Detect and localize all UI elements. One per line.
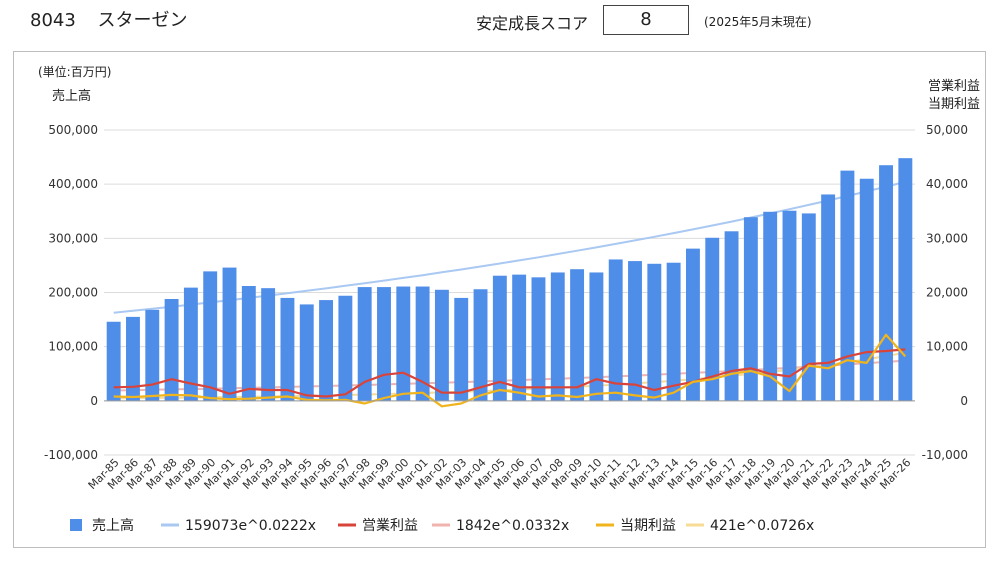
legend-label: 421e^0.0726x <box>710 518 814 534</box>
legend-label: 1842e^0.0332x <box>456 518 569 534</box>
unit-label: (単位:百万円) <box>38 64 111 79</box>
bar-sales <box>454 297 469 401</box>
bar-sales <box>782 210 797 401</box>
legend: 売上高 159073e^0.0222x 営業利益 1842e^0.0332x 当期利益 4… <box>70 517 814 534</box>
lines <box>113 333 907 408</box>
bar-sales <box>357 287 372 401</box>
bar-sales <box>531 277 546 401</box>
bar-sales <box>319 300 334 401</box>
left-tick-label: 300,000 <box>48 231 98 245</box>
company-header: 8043 スターゼン <box>30 6 188 32</box>
left-tick-label: 400,000 <box>48 177 98 191</box>
right-tick-label: 40,000 <box>926 177 968 191</box>
stock-code: 8043 <box>30 10 76 31</box>
right-tick-label: 30,000 <box>926 231 968 245</box>
legend-swatch <box>70 519 82 531</box>
bar-sales <box>299 304 314 401</box>
left-axis-title: 売上高 <box>52 88 91 104</box>
score-date-note: (2025年5月末現在) <box>704 15 812 29</box>
right-tick-label: 20,000 <box>926 286 968 300</box>
bar-sales <box>763 211 778 401</box>
legend-label: 売上高 <box>92 517 134 534</box>
left-tick-label: 0 <box>90 394 98 408</box>
bar-sales <box>840 170 855 401</box>
x-tick-labels: Mar-85Mar-86Mar-87Mar-88Mar-89Mar-90Mar-… <box>86 456 914 492</box>
bar-sales <box>203 271 218 401</box>
bar-sales <box>724 231 739 401</box>
bar-sales <box>183 287 198 401</box>
left-tick-label: -100,000 <box>44 448 98 462</box>
right-tick-label: 0 <box>960 394 968 408</box>
bar-sales <box>647 263 662 401</box>
bar-sales <box>126 316 140 401</box>
bar-sales <box>879 165 893 401</box>
bar-sales <box>821 194 836 401</box>
company-name: スターゼン <box>97 10 188 31</box>
bar-sales <box>261 288 276 401</box>
score-label: 安定成長スコア <box>476 14 589 33</box>
bar-sales <box>415 286 430 401</box>
bar-sales <box>396 286 411 401</box>
left-tick-label: 100,000 <box>48 340 98 354</box>
bar-sales <box>241 286 256 401</box>
legend-label: 当期利益 <box>620 518 676 534</box>
bar-sales <box>705 237 720 401</box>
bar-sales <box>280 297 295 401</box>
bar-sales <box>377 287 391 401</box>
left-tick-label: 200,000 <box>48 286 98 300</box>
series-line-operating-profit <box>113 348 906 398</box>
bar-sales <box>106 321 121 401</box>
right-axis-title-net: 当期利益 <box>928 97 980 112</box>
bar-sales <box>801 213 816 401</box>
right-tick-label: -10,000 <box>922 448 968 462</box>
right-tick-label: 50,000 <box>926 123 968 137</box>
bar-sales <box>492 275 507 401</box>
bars <box>106 158 913 401</box>
bar-sales <box>685 248 700 401</box>
bar-sales <box>473 289 488 401</box>
series-line-net-profit <box>113 333 907 408</box>
bar-sales <box>434 289 449 401</box>
bar-sales <box>550 272 565 401</box>
bar-sales <box>589 272 604 401</box>
score-value: 8 <box>603 5 689 35</box>
legend-label: 営業利益 <box>362 518 418 534</box>
bar-sales <box>628 261 642 401</box>
right-axis-title-operating: 営業利益 <box>928 78 980 94</box>
bar-sales <box>570 269 585 401</box>
bar-sales <box>512 274 527 401</box>
bar-sales <box>338 295 353 401</box>
bar-sales <box>743 217 758 401</box>
left-tick-label: 500,000 <box>48 123 98 137</box>
bar-sales <box>898 158 913 401</box>
legend-label: 159073e^0.0222x <box>185 518 316 534</box>
bar-sales <box>164 299 179 401</box>
chart-frame <box>13 51 986 548</box>
bar-sales <box>608 259 623 401</box>
axes: 500,000 400,000 300,000 200,000 100,000 0 -100… <box>44 123 968 462</box>
gridlines <box>104 129 915 456</box>
bar-sales <box>666 262 681 401</box>
bar-sales <box>222 267 237 401</box>
right-tick-label: 10,000 <box>926 340 968 354</box>
bar-sales <box>859 178 874 401</box>
bar-sales <box>145 309 160 401</box>
